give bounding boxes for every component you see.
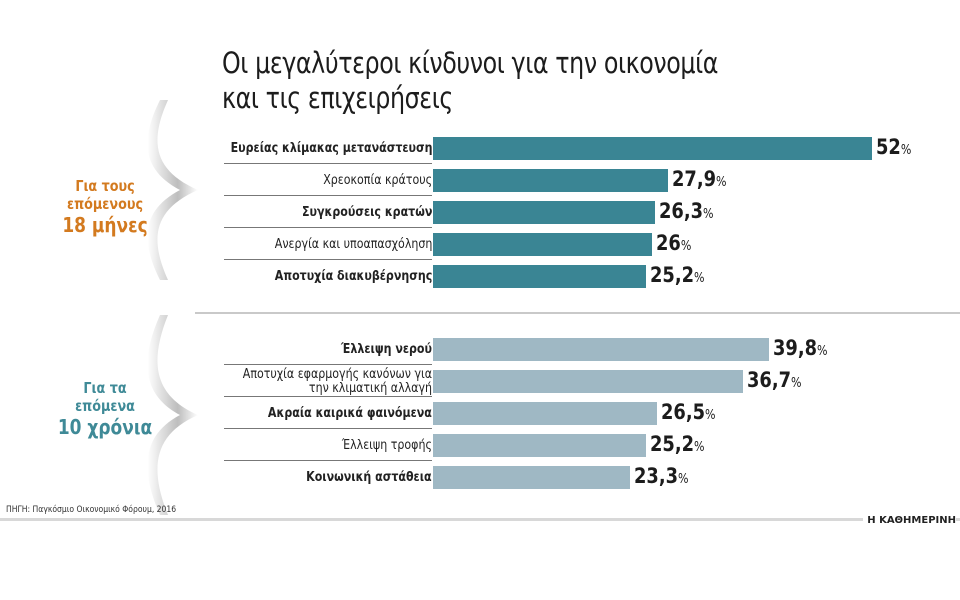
bar [433, 370, 743, 393]
group-label-line: 18 μήνες [62, 213, 148, 237]
data-label-unit: % [704, 408, 716, 423]
category-label: Ακραία καιρικά φαινόμενα [268, 406, 432, 421]
data-label-value: 26,5 [660, 400, 705, 424]
bar-row: Κοινωνική αστάθεια 23,3% [220, 462, 960, 494]
bar [433, 137, 872, 160]
bar [433, 434, 646, 457]
data-label: 23,3% [634, 464, 689, 488]
data-label: 39,8% [773, 336, 828, 360]
row-rule [224, 428, 432, 429]
data-label-value: 36,7 [746, 368, 791, 392]
bar [433, 201, 655, 224]
group-label-10-years: Για τα επόμενα 10 χρόνια [50, 379, 161, 439]
bar-row: Χρεοκοπία κράτους 27,9% [220, 165, 960, 197]
bar-row: Ευρείας κλίμακας μετανάστευση 52% [220, 133, 960, 165]
bar [433, 466, 630, 489]
category-label: Έλλειψη νερού [341, 342, 432, 357]
data-label: 36,7% [747, 368, 802, 392]
data-label-unit: % [716, 175, 728, 190]
group-label-line: επόμενα [75, 397, 135, 415]
group-label-18-months: Για τους επόμενους 18 μήνες [50, 177, 161, 237]
bar [433, 233, 653, 256]
bar [433, 338, 769, 361]
bar-row: Ανεργία και υποαπασχόληση 26% [220, 229, 960, 261]
bar-row: Συγκρούσεις κρατών 26,3% [220, 197, 960, 229]
bar [433, 265, 646, 288]
bar-row: Έλλειψη τροφής 25,2% [220, 430, 960, 462]
bar-row: Ακραία καιρικά φαινόμενα 26,5% [220, 398, 960, 430]
row-rule [224, 460, 432, 461]
bar-row: Αποτυχία διακυβέρνησης 25,2% [220, 261, 960, 293]
data-label-value: 52 [875, 135, 901, 159]
data-label-unit: % [790, 376, 802, 391]
data-label-value: 39,8 [772, 336, 817, 360]
bar-row: Έλλειψη νερού 39,8% [220, 334, 960, 366]
title-line-2: και τις επιχειρήσεις [222, 81, 453, 115]
data-label-value: 26,3 [658, 199, 704, 223]
row-rule [224, 163, 432, 164]
data-label: 52% [876, 135, 911, 159]
data-label-unit: % [816, 344, 828, 359]
data-label-unit: % [681, 239, 692, 254]
data-label: 26% [656, 231, 691, 255]
category-label: Αποτυχία διακυβέρνησης [274, 269, 432, 284]
group-label-line: Για τα [83, 379, 127, 397]
category-label: Ευρείας κλίμακας μετανάστευση [230, 141, 432, 156]
data-label-unit: % [677, 472, 689, 487]
data-label: 25,2% [650, 263, 705, 287]
row-rule [224, 396, 432, 397]
category-label: Συγκρούσεις κρατών [301, 205, 432, 220]
footer-rule [0, 518, 960, 521]
source-note: ΠΗΓΗ: Παγκόσμιο Οικονομικό Φόρουμ, 2016 [6, 505, 177, 515]
data-label-value: 26 [656, 231, 682, 255]
data-label-unit: % [703, 207, 714, 222]
chart-title: Οι μεγαλύτεροι κίνδυνοι για την οικονομί… [222, 46, 718, 116]
group-label-line: επόμενους [66, 195, 144, 213]
data-label-value: 25,2 [649, 263, 694, 287]
category-label: Κοινωνική αστάθεια [306, 470, 432, 485]
page-curl-decoration [147, 315, 198, 515]
data-label-unit: % [900, 143, 912, 158]
bar [433, 402, 657, 425]
row-rule [224, 227, 432, 228]
publisher-logo: Η ΚΑΘΗΜΕΡΙΝΗ [863, 515, 956, 526]
bar [433, 169, 669, 192]
category-label: Χρεοκοπία κράτους [323, 173, 432, 188]
group-label-line: Για τους [75, 177, 135, 195]
data-label: 26,5% [661, 400, 716, 424]
section-divider [195, 312, 960, 314]
row-rule [224, 259, 432, 260]
row-rule [224, 364, 432, 365]
data-label: 26,3% [659, 199, 714, 223]
category-label: Έλλειψη τροφής [341, 438, 432, 453]
data-label-value: 27,9 [672, 167, 717, 191]
data-label: 27,9% [672, 167, 727, 191]
data-label: 25,2% [650, 432, 705, 456]
bar-row: Αποτυχία εφαρμογής κανόνων για την κλιμα… [220, 366, 960, 398]
category-label: Αποτυχία εφαρμογής κανόνων για την κλιμα… [242, 366, 432, 396]
data-label-value: 23,3 [633, 464, 678, 488]
row-rule [224, 195, 432, 196]
group-label-line: 10 χρόνια [57, 415, 153, 439]
data-label-unit: % [693, 271, 705, 286]
data-label-value: 25,2 [649, 432, 694, 456]
page-curl-decoration [147, 100, 198, 280]
category-label: Ανεργία και υποαπασχόληση [274, 237, 432, 252]
title-line-1: Οι μεγαλύτεροι κίνδυνοι για την οικονομί… [222, 46, 719, 80]
data-label-unit: % [693, 440, 705, 455]
